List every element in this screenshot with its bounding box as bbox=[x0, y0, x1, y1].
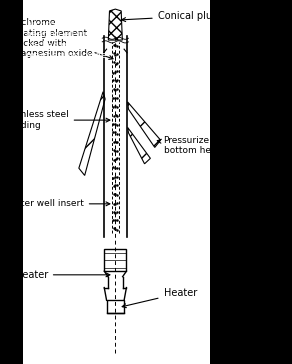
Text: Heater: Heater bbox=[15, 270, 110, 280]
Polygon shape bbox=[128, 102, 161, 147]
Polygon shape bbox=[108, 9, 122, 40]
Bar bbox=[0, 0, 23, 364]
Bar bbox=[210, 0, 292, 364]
Polygon shape bbox=[128, 127, 150, 164]
Bar bbox=[107, 300, 124, 313]
Text: Heater: Heater bbox=[122, 288, 197, 308]
Text: Heater well insert: Heater well insert bbox=[3, 199, 110, 208]
Text: Nichrome
heating element
packed with
magnesium oxide: Nichrome heating element packed with mag… bbox=[12, 18, 113, 59]
Text: Pressurizer
bottom head: Pressurizer bottom head bbox=[157, 136, 222, 155]
Text: Stainless steel
cladding: Stainless steel cladding bbox=[3, 110, 110, 130]
Text: Nichrome
heating element
packed with
magnesium oxide: Nichrome heating element packed with mag… bbox=[26, 20, 107, 60]
Text: Conical plug: Conical plug bbox=[122, 11, 218, 21]
Polygon shape bbox=[79, 92, 105, 175]
FancyBboxPatch shape bbox=[104, 249, 126, 271]
